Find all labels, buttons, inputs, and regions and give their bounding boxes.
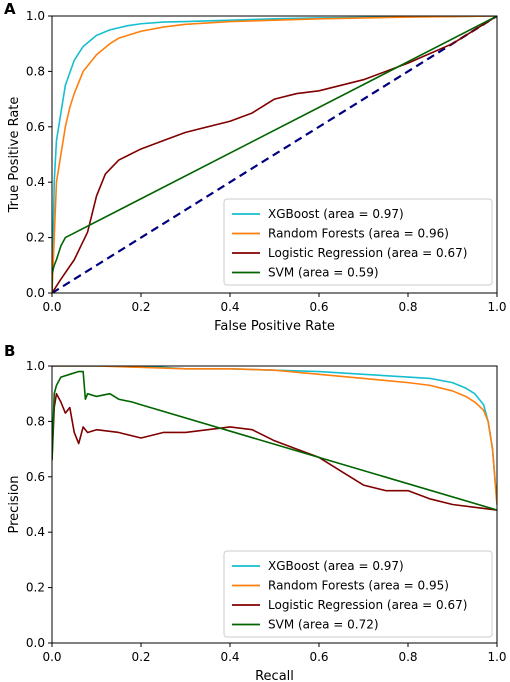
- x-axis-label: False Positive Rate: [214, 319, 335, 334]
- x-tick-label: 1.0: [487, 650, 506, 664]
- legend: XGBoost (area = 0.97) Random Forests (are…: [223, 198, 493, 286]
- panel-label: A: [4, 0, 16, 18]
- series-line: [52, 366, 497, 505]
- legend-box: [223, 198, 493, 286]
- x-tick-label: 0.2: [131, 650, 150, 664]
- x-tick-label: 1.0: [487, 300, 506, 314]
- y-tick-label: 0.2: [26, 581, 45, 595]
- series-line: [52, 392, 497, 511]
- y-axis-label: True Positive Rate: [7, 97, 22, 214]
- y-tick-label: 0.8: [26, 64, 45, 78]
- y-tick-label: 1.0: [26, 359, 45, 373]
- legend-label: Logistic Regression (area = 0.67): [268, 598, 467, 612]
- series-line: [52, 366, 497, 505]
- x-tick-label: 0.8: [398, 300, 417, 314]
- axes-frame: [51, 15, 498, 294]
- axes-frame: [51, 365, 498, 644]
- legend-label: XGBoost (area = 0.97): [268, 559, 404, 573]
- y-tick-label: 0.6: [26, 120, 45, 134]
- panel-label: B: [4, 342, 15, 360]
- y-tick-label: 0.2: [26, 231, 45, 245]
- y-tick-label: 0.0: [26, 286, 45, 300]
- x-tick-label: 0.4: [220, 300, 239, 314]
- y-tick-label: 0.4: [26, 525, 45, 539]
- series-line: [52, 16, 497, 293]
- x-tick-label: 0.8: [398, 650, 417, 664]
- series-line: [52, 16, 497, 293]
- roc-panel: A 0.0 0.2 0.4 0.6 0.8 1.0 0.0 0.2 0.4 0.6 0.8 1.0 Fal…: [4, 0, 507, 334]
- x-tick-label: 0.6: [309, 300, 328, 314]
- plot-area: [52, 366, 497, 511]
- y-tick-label: 0.0: [26, 636, 45, 650]
- x-tick-label: 0.4: [220, 650, 239, 664]
- legend-label: XGBoost (area = 0.97): [268, 207, 404, 221]
- legend-label: Random Forests (area = 0.95): [268, 579, 449, 593]
- series-line: [52, 370, 497, 511]
- plot-area: [52, 16, 497, 293]
- legend-label: Logistic Regression (area = 0.67): [268, 246, 467, 260]
- x-tick-label: 0.6: [309, 650, 328, 664]
- y-tick-label: 0.4: [26, 175, 45, 189]
- chance-line: [52, 16, 497, 293]
- legend-label: Random Forests (area = 0.96): [268, 227, 449, 241]
- legend-label: SVM (area = 0.59): [268, 266, 379, 280]
- precision-recall-panel: B 0.0 0.2 0.4 0.6 0.8 1.0 0.0 0.2 0.4 0.6 0.8 1.0 Rec…: [4, 342, 507, 682]
- legend: XGBoost (area = 0.97) Random Forests (are…: [223, 550, 493, 638]
- x-tick-label: 0.0: [42, 650, 61, 664]
- legend-box: [223, 550, 493, 638]
- x-tick-label: 0.2: [131, 300, 150, 314]
- y-tick-label: 1.0: [26, 9, 45, 23]
- x-axis-label: Recall: [255, 669, 294, 682]
- x-tick-label: 0.0: [42, 300, 61, 314]
- y-tick-label: 0.6: [26, 470, 45, 484]
- legend-label: SVM (area = 0.72): [268, 618, 379, 632]
- y-axis-label: Precision: [7, 475, 22, 533]
- y-tick-label: 0.8: [26, 414, 45, 428]
